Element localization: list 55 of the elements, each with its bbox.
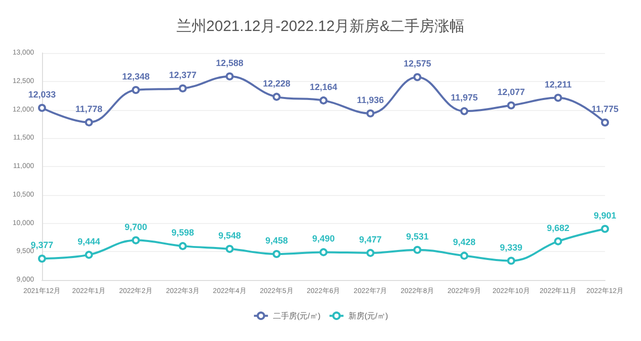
point: [507, 101, 516, 110]
point: [366, 248, 374, 257]
point: [178, 242, 187, 250]
data-label: 9,901: [594, 210, 616, 220]
data-label: 9,477: [359, 234, 382, 244]
data-label: 9,531: [406, 231, 429, 242]
point: [84, 250, 93, 259]
point: [226, 244, 234, 253]
point: [413, 73, 422, 82]
point: [226, 72, 234, 80]
data-label: 11,975: [450, 92, 478, 103]
point: [554, 237, 562, 246]
point: [320, 248, 328, 256]
point: [366, 109, 374, 118]
data-label: 9,548: [218, 230, 241, 240]
data-label: 12,164: [310, 82, 338, 92]
data-label: 9,428: [452, 237, 476, 248]
data-label: 9,490: [312, 234, 335, 244]
point: [507, 256, 516, 265]
data-label: 12,228: [262, 78, 290, 88]
data-label: 11,775: [591, 104, 619, 114]
data-label: 12,077: [497, 86, 525, 97]
data-label: 9,444: [78, 236, 100, 246]
data-label: 12,348: [122, 72, 150, 82]
point: [132, 86, 140, 94]
data-label: 12,377: [168, 70, 197, 80]
point: [38, 254, 46, 263]
point: [413, 246, 422, 254]
point: [554, 94, 562, 102]
point: [38, 104, 46, 112]
data-label: 9,339: [500, 242, 522, 252]
point: [272, 92, 281, 101]
data-label: 12,575: [404, 58, 432, 69]
legend-label: 二手房(元/㎡): [272, 311, 321, 320]
point: [320, 96, 328, 104]
data-label: 9,700: [124, 222, 148, 232]
point: [132, 236, 140, 244]
data-label: 9,458: [265, 236, 288, 246]
point: [460, 252, 468, 260]
legend-label: 新房(元/㎡): [348, 311, 388, 320]
point: [601, 224, 609, 233]
point: [84, 118, 93, 126]
data-label: 9,682: [546, 222, 570, 233]
point: [601, 118, 609, 127]
data-label: 12,033: [28, 89, 56, 100]
data-label: 9,377: [30, 240, 54, 250]
data-label: 12,211: [544, 79, 572, 90]
point: [460, 107, 468, 116]
chart-title: 兰州2021.12月-2022.12月新房&二手房涨幅: [176, 18, 465, 35]
data-label: 11,778: [75, 104, 102, 114]
data-label: 9,598: [171, 228, 194, 238]
point: [272, 250, 281, 258]
point: [178, 84, 187, 92]
data-label: 12,588: [216, 58, 244, 68]
data-label: 11,936: [356, 94, 384, 105]
